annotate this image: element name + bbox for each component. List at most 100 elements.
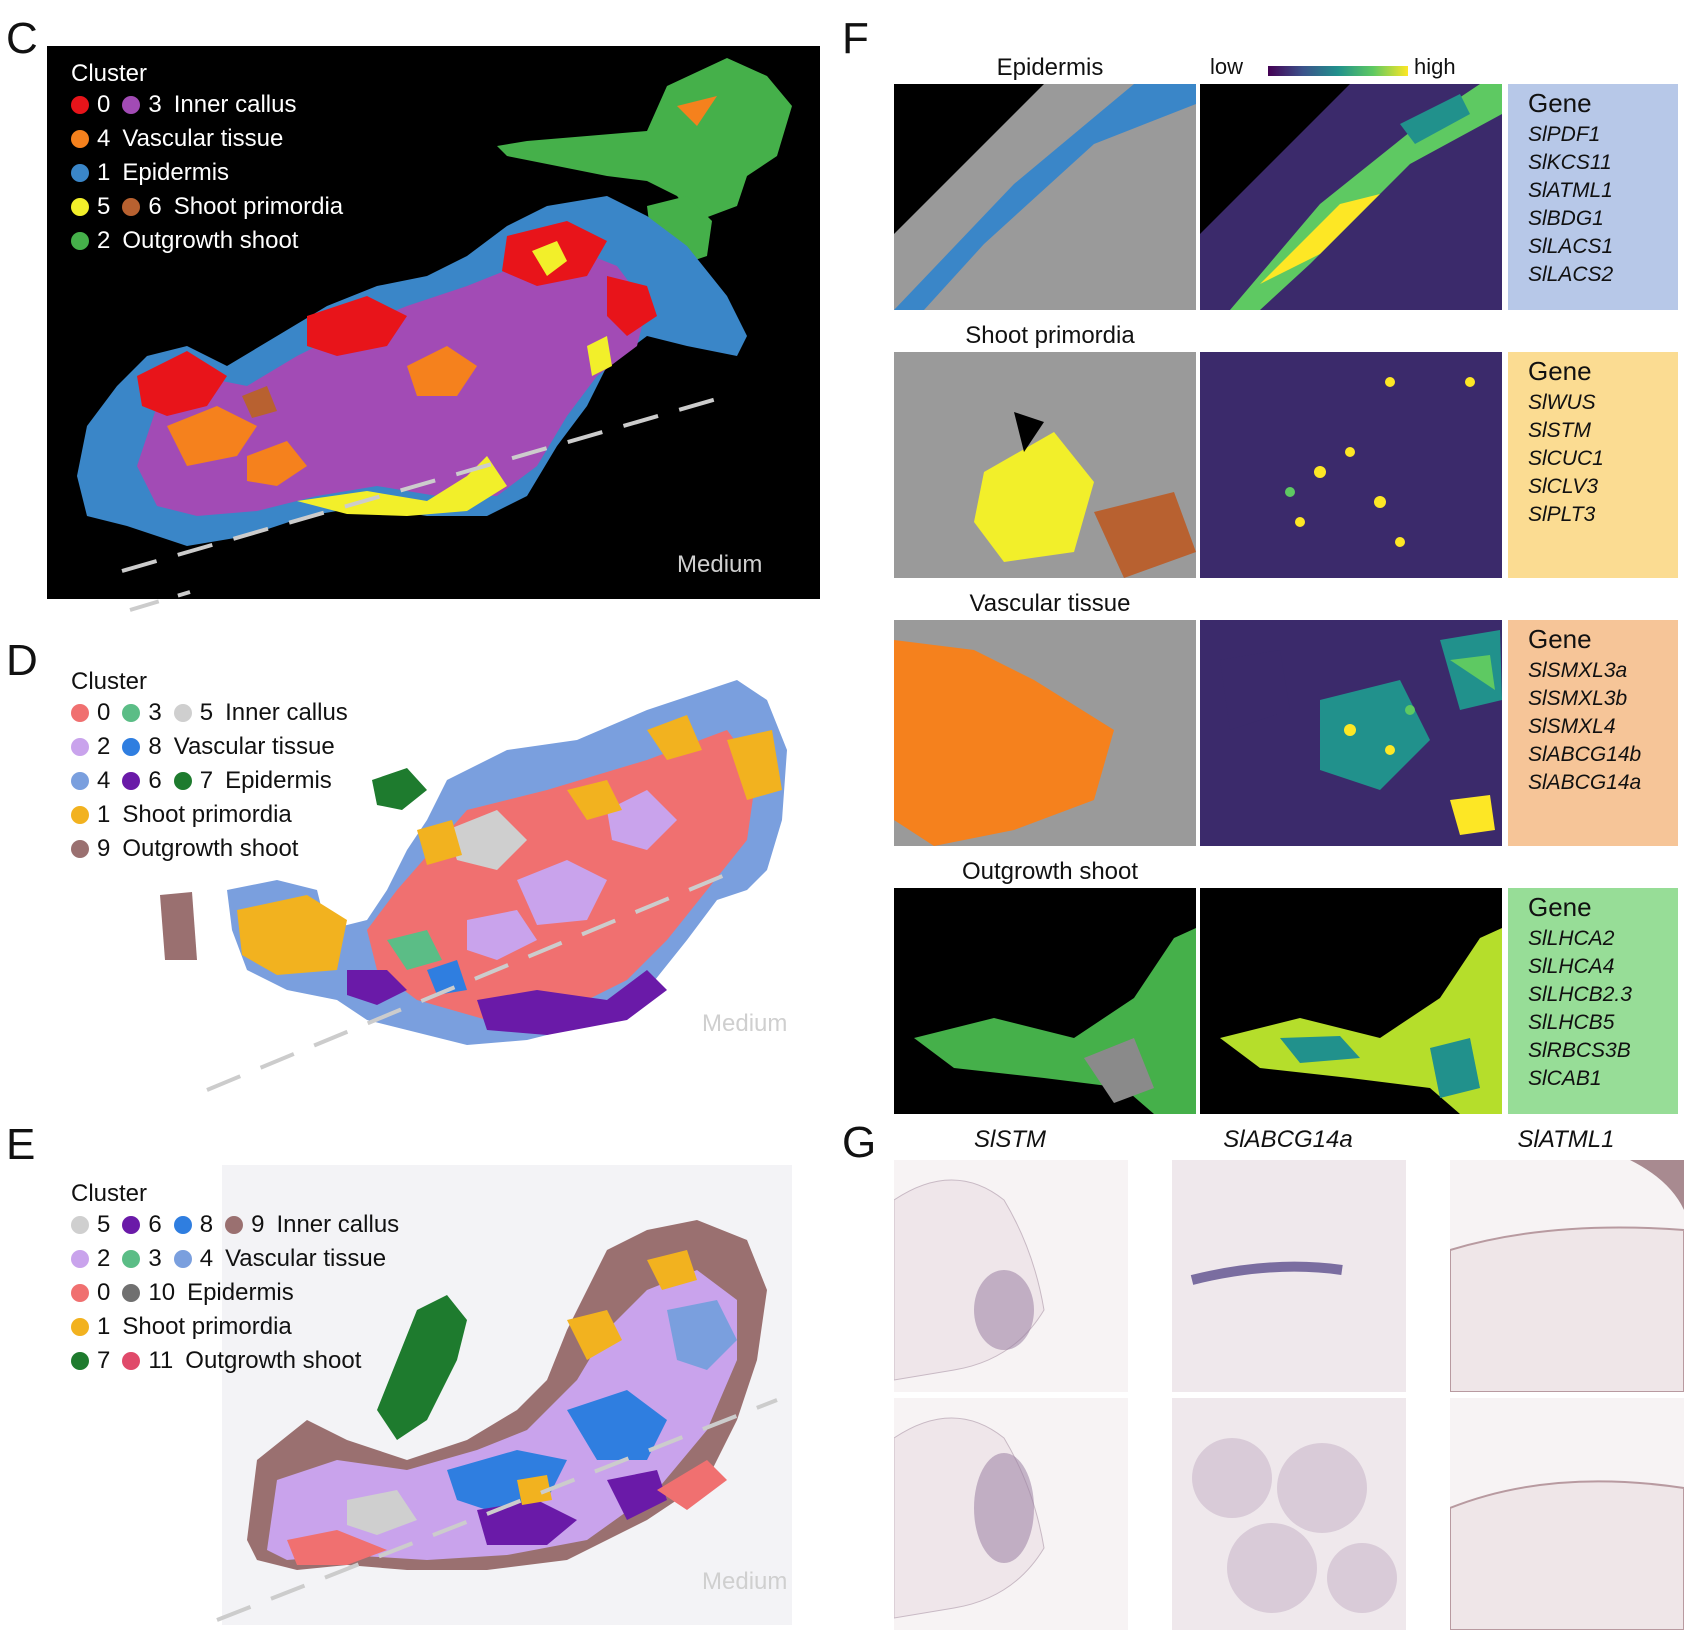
legend-label: Shoot primordia [122, 1313, 292, 1340]
gene-name: SlCLV3 [1528, 475, 1599, 498]
legend-row: 5 6 8 9 Inner callus [71, 1208, 399, 1242]
legend-cluster-number: 5 [97, 1211, 111, 1238]
color-scale: low high [1210, 54, 1470, 86]
legend-cluster-number: 10 [148, 1279, 176, 1306]
gene-box: Gene SlWUS SlSTM SlCUC1 SlCLV3 SlPLT3 [1508, 352, 1678, 578]
legend-cluster-number: 8 [148, 733, 162, 760]
legend-cluster-number: 6 [148, 193, 162, 220]
legend-dot [173, 772, 192, 790]
legend-row: 0 10 Epidermis [71, 1276, 399, 1310]
panel-d-legend: Cluster 0 3 5 Inner callus 2 8 Vascular tissue… [71, 668, 348, 866]
panel-letter-g: G [842, 1118, 877, 1167]
legend-cluster-number: 1 [97, 801, 111, 828]
panel-letter-c: C [6, 14, 38, 63]
gene-name: SlLHCB5 [1528, 1011, 1615, 1034]
legend-title: Cluster [71, 1180, 148, 1207]
gene-name: SlABCG14b [1528, 743, 1642, 766]
cluster-image [894, 620, 1196, 846]
gene-box-header: Gene [1528, 624, 1592, 654]
legend-cluster-number: 3 [148, 1245, 162, 1272]
gene-name: SlLACS1 [1528, 235, 1614, 258]
gene-name: SlLACS2 [1528, 263, 1614, 286]
gene-name: SlCAB1 [1528, 1067, 1602, 1090]
gene-box-header: Gene [1528, 88, 1592, 118]
legend-dot [122, 1284, 141, 1302]
legend-row: 2 Outgrowth shoot [71, 224, 343, 258]
legend-dot [71, 772, 89, 790]
legend-row: 2 8 Vascular tissue [71, 730, 348, 764]
legend-dot [173, 704, 192, 722]
legend-row: 7 11 Outgrowth shoot [71, 1344, 399, 1378]
legend-cluster-number: 9 [97, 835, 111, 862]
panel-e-spot-map [216, 1165, 792, 1625]
legend-label: Shoot primordia [122, 801, 292, 828]
legend-cluster-number: 2 [97, 227, 111, 254]
gene-name: SlABCG14a [1528, 771, 1642, 794]
legend-label: Outgrowth shoot [122, 835, 299, 862]
gene-name: SlSMXL3b [1528, 687, 1628, 710]
legend-dot [71, 806, 89, 824]
legend-dot [122, 198, 141, 216]
legend-dot [71, 1352, 89, 1370]
gene-name: SlPLT3 [1528, 503, 1596, 526]
expression-image [1200, 620, 1502, 846]
legend-label: Outgrowth shoot [122, 227, 299, 254]
ish-section-image [1450, 1160, 1684, 1392]
legend-cluster-number: 4 [97, 767, 111, 794]
gene-box: Gene SlLHCA2 SlLHCA4 SlLHCB2.3 SlLHCB5 SlRBCS… [1508, 888, 1678, 1114]
legend-cluster-number: 3 [148, 91, 162, 118]
ish-gene-label: SlSTM [974, 1126, 1046, 1153]
panel-c-image: Cluster 0 3 Inner callus 4 Vascular tissue 1 E… [47, 46, 820, 599]
panel-d-spot-map [160, 680, 787, 1092]
tissue-title: Outgrowth shoot [961, 858, 1139, 885]
legend-dot [71, 1250, 89, 1268]
tissue-title: Epidermis [996, 54, 1104, 81]
legend-row: 0 3 Inner callus [71, 88, 343, 122]
panel-c-dash-extension [129, 590, 191, 612]
panel-letter-d: D [6, 636, 38, 685]
legend-cluster-number: 4 [97, 125, 111, 152]
panel-e-legend: Cluster 5 6 8 9 Inner callus 2 3 4 Vascular tiss… [71, 1180, 399, 1378]
gene-name: SlBDG1 [1528, 207, 1604, 230]
panel-d-image: Cluster 0 3 5 Inner callus 2 8 Vascular tissue… [47, 668, 820, 1110]
legend-cluster-number: 7 [97, 1347, 111, 1374]
legend-label: Outgrowth shoot [185, 1347, 362, 1374]
legend-dot [71, 164, 89, 182]
legend-dot [122, 96, 141, 114]
scale-low-label: low [1210, 54, 1244, 79]
ish-section-image [1172, 1160, 1406, 1392]
panel-letter-f: F [842, 14, 869, 63]
legend-dot [71, 704, 89, 722]
legend-dot [122, 738, 141, 756]
gene-name: SlRBCS3B [1528, 1039, 1631, 1062]
legend-dot [71, 840, 89, 858]
panel-letter-e: E [6, 1120, 36, 1169]
legend-dot [122, 704, 141, 722]
legend-title: Cluster [71, 668, 148, 695]
scale-gradient-bar [1268, 66, 1408, 76]
ish-gene-label: SlATML1 [1517, 1126, 1615, 1153]
expression-image [1200, 84, 1502, 310]
legend-cluster-number: 11 [148, 1347, 174, 1374]
legend-row: 0 3 5 Inner callus [71, 696, 348, 730]
legend-dot [71, 1284, 89, 1302]
legend-dot [225, 1216, 244, 1234]
gene-name: SlSTM [1528, 419, 1591, 442]
legend-label: Epidermis [187, 1279, 294, 1306]
tissue-title: Shoot primordia [965, 322, 1135, 349]
ish-section-image [894, 1160, 1128, 1392]
legend-cluster-number: 8 [199, 1211, 214, 1238]
legend-label: Inner callus [276, 1211, 400, 1238]
gene-box-header: Gene [1528, 356, 1592, 386]
legend-cluster-number: 1 [97, 159, 111, 186]
ish-section-image [1172, 1398, 1406, 1630]
legend-cluster-number: 0 [97, 699, 111, 726]
ish-section-image [894, 1398, 1128, 1630]
cluster-image [894, 352, 1196, 578]
legend-cluster-number: 5 [97, 193, 111, 220]
legend-cluster-number: 4 [199, 1245, 214, 1272]
tissue-title: Vascular tissue [969, 590, 1131, 617]
legend-dot [122, 1250, 141, 1268]
legend-row: 9 Outgrowth shoot [71, 832, 348, 866]
legend-dot [71, 130, 89, 148]
